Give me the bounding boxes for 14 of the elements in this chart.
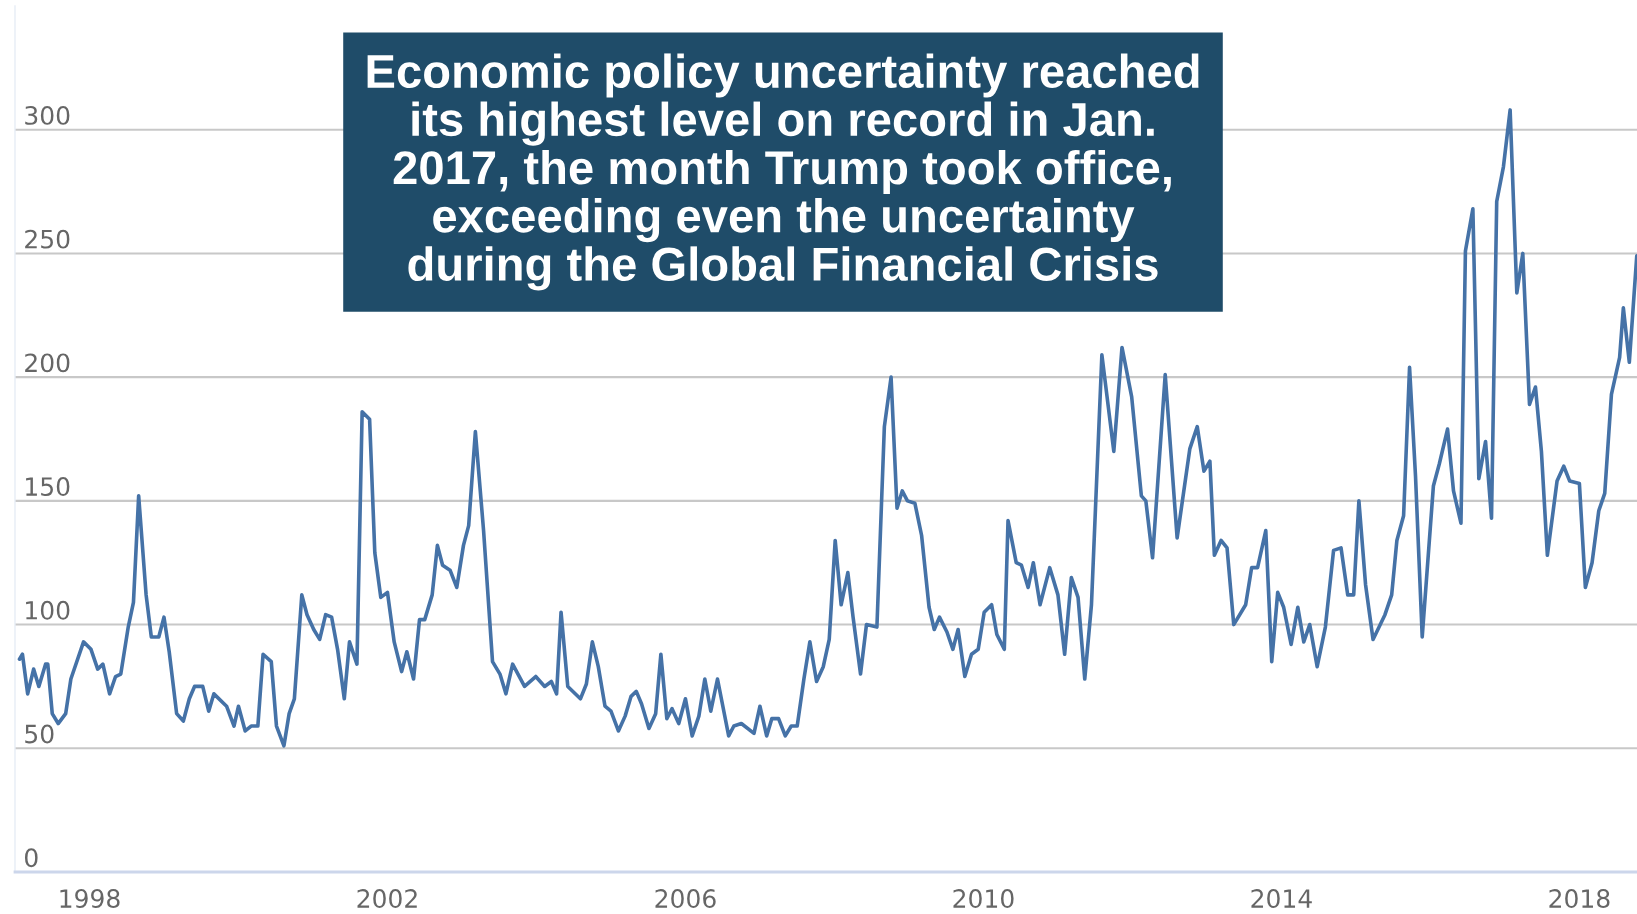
x-tick-label: 2014 — [1251, 889, 1312, 909]
x-tick-label: 1998 — [60, 889, 120, 909]
y-tick-label: 50 — [25, 724, 54, 744]
x-tick-label: 2018 — [1549, 889, 1610, 909]
x-tick-label: 2006 — [655, 889, 716, 909]
y-tick-label: 0 — [24, 848, 38, 868]
y-tick-label: 150 — [26, 477, 70, 497]
y-tick-label: 300 — [25, 105, 70, 125]
y-tick-label: 250 — [25, 229, 70, 249]
y-tick-label: 100 — [26, 600, 70, 620]
annotation: Economic policy uncertainty reached its highest level on record in Jan. 2017, the month Trump took office, exceeding even the uncertainty during the Global Financial Crisis — [367, 53, 1199, 291]
x-tick-label: 2002 — [357, 889, 417, 909]
y-tick-label: 200 — [25, 353, 70, 373]
x-tick-label: 2010 — [953, 889, 1014, 909]
